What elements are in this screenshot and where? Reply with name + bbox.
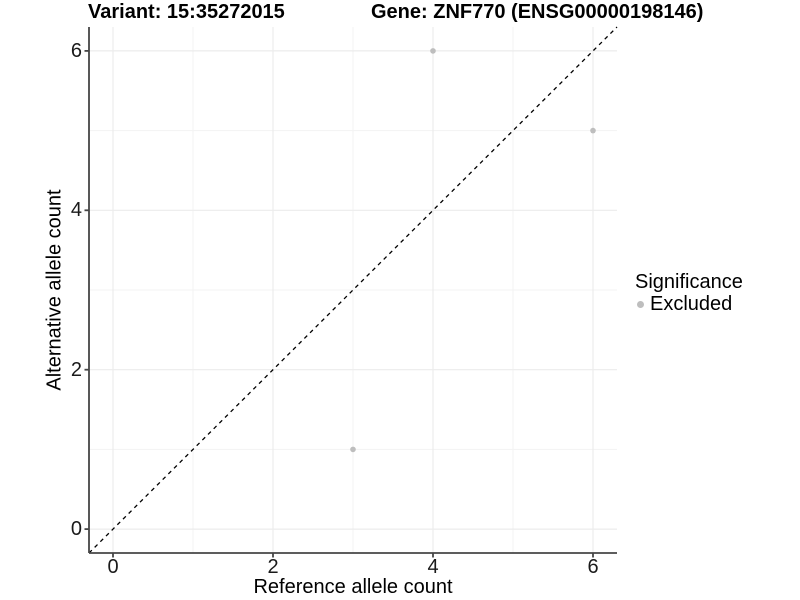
data-point xyxy=(350,446,356,453)
x-tick-label: 4 xyxy=(427,556,439,578)
y-tick-label: 0 xyxy=(70,518,82,541)
legend-key-dot-icon xyxy=(637,300,644,308)
legend-title: Significance xyxy=(635,271,743,293)
x-tick-label: 2 xyxy=(267,556,279,578)
legend-item-excluded: Excluded xyxy=(637,293,743,315)
y-tick-label: 6 xyxy=(70,39,82,62)
legend: Significance Excluded xyxy=(635,271,743,315)
data-point xyxy=(430,48,436,54)
data-point xyxy=(590,127,596,134)
y-tick-label: 2 xyxy=(70,358,82,381)
x-tick-label: 6 xyxy=(587,556,599,578)
x-tick-label: 0 xyxy=(107,556,119,578)
legend-item-label: Excluded xyxy=(650,293,733,315)
variant-title: Variant: 15:35272015 xyxy=(88,1,285,23)
y-tick-label: 4 xyxy=(70,199,82,222)
gene-title: Gene: ZNF770 (ENSG00000198146) xyxy=(371,1,704,23)
x-axis-title: Reference allele count xyxy=(253,576,453,598)
y-axis-title: Alternative allele count xyxy=(43,189,66,391)
